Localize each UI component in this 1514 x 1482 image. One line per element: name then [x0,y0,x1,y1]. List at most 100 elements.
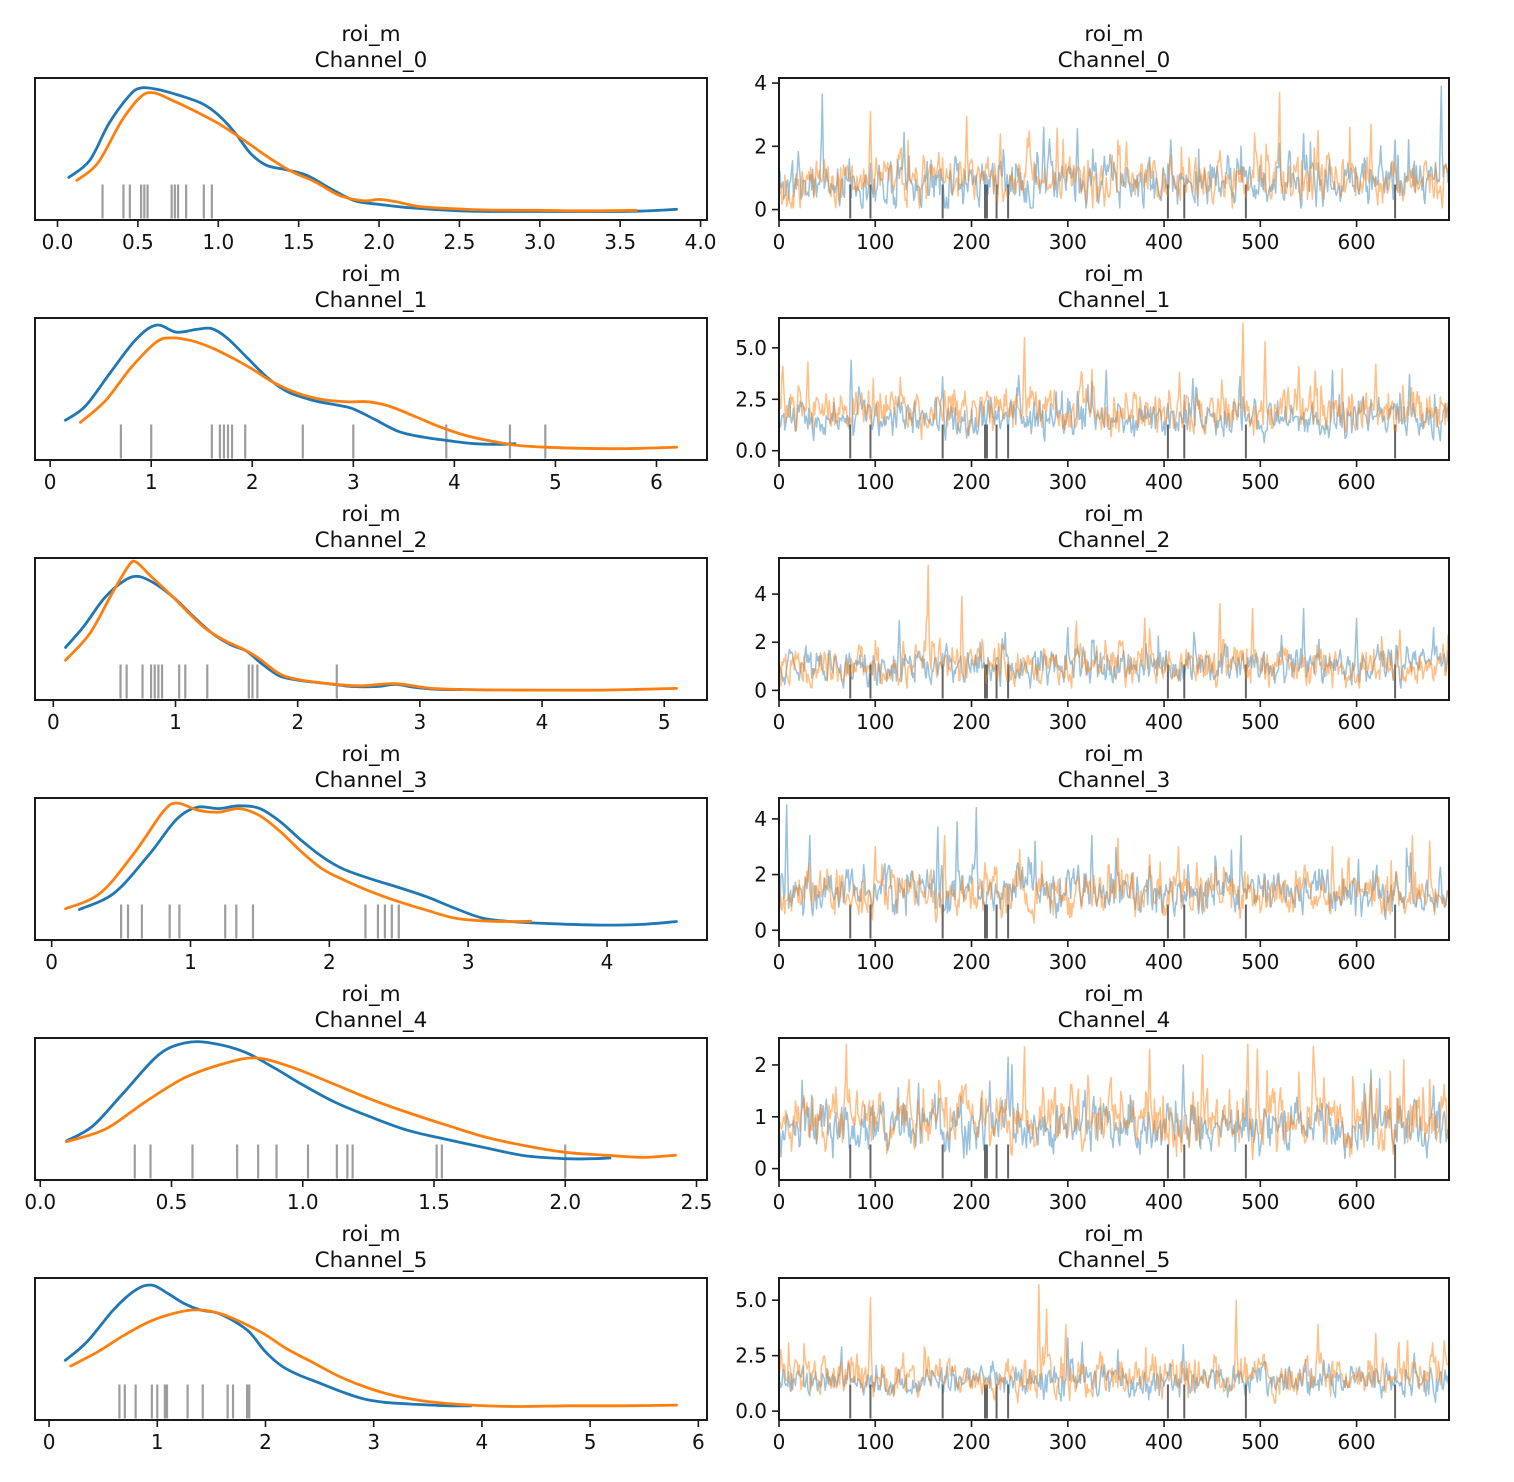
plot-title-line1: roi_m [341,502,401,527]
kde-curve-blue [65,1040,612,1161]
subplot-kde-channel_2: 0 1 2 3 4 5 [34,557,708,734]
plot-title-line2: Channel_2 [1057,528,1171,553]
trace-channel-5-title: roi_m Channel_5 [954,1222,1274,1274]
plot-title-line2: Channel_2 [314,528,428,553]
x-tick-label: 1.5 [418,1190,450,1214]
axes-box [778,1037,1450,1181]
y-tick-label: 2 [754,863,767,887]
x-tick-label: 500 [1241,1190,1279,1214]
x-tick-label: 4 [448,470,461,494]
y-tick-label: 2 [754,134,767,158]
plot-title-line1: roi_m [1084,262,1144,287]
x-tick-label: 500 [1241,470,1279,494]
x-tick-label: 2 [259,1430,272,1454]
x-tick-label: 0 [773,950,786,974]
subplot-trace-channel_2: 0 100 200 300 400 500 600 0 2 4 [754,557,1450,734]
subplot-kde-channel_0: 0.0 0.5 1.0 1.5 2.0 2.5 3.0 3.5 4.0 [34,77,716,254]
plot-title-line2: Channel_4 [314,1008,428,1033]
plot-title-line2: Channel_0 [314,48,428,73]
x-tick-label: 300 [1049,1430,1087,1454]
trace-orange [778,564,1449,689]
y-tick-label: 0 [754,1157,767,1181]
x-tick-label: 300 [1049,710,1087,734]
plot-title-line2: Channel_0 [1057,48,1171,73]
x-tick-label: 4 [536,710,549,734]
subplot-trace-channel_0: 0 100 200 300 400 500 600 0 2 4 [754,71,1450,254]
x-tick-label: 200 [952,710,990,734]
x-tick-label: 2 [323,950,336,974]
x-tick-label: 3 [367,1430,380,1454]
x-tick-label: 2.0 [363,230,395,254]
y-tick-label: 2 [754,630,767,654]
x-tick-label: 100 [856,950,894,974]
y-tick-label: 4 [754,582,767,606]
y-tick-label: 1 [754,1105,767,1129]
x-tick-label: 0 [773,470,786,494]
plot-title-line1: roi_m [1084,502,1144,527]
x-tick-label: 300 [1049,950,1087,974]
x-tick-label: 300 [1049,230,1087,254]
y-tick-label: 5.0 [735,336,767,360]
kde-curve-blue [63,323,517,446]
y-tick-label: 2.5 [735,387,767,411]
plot-title-line1: roi_m [1084,1222,1144,1247]
x-tick-label: 5 [658,710,671,734]
x-tick-label: 2.5 [681,1190,713,1214]
subplot-kde-channel_4: 0.0 0.5 1.0 1.5 2.0 2.5 [24,1037,713,1214]
x-tick-label: 4 [601,950,614,974]
trace-orange [778,91,1449,209]
x-tick-label: 3.5 [604,230,636,254]
x-tick-label: 0 [773,230,786,254]
axes-box [778,77,1450,221]
x-tick-label: 0.0 [42,230,74,254]
y-tick-label: 2.5 [735,1344,767,1368]
plot-title-line1: roi_m [341,22,401,47]
x-tick-label: 0 [45,950,58,974]
kde-channel-5-title: roi_m Channel_5 [211,1222,531,1274]
plot-title-line1: roi_m [341,742,401,767]
x-tick-label: 500 [1241,950,1279,974]
x-tick-label: 200 [952,230,990,254]
x-tick-label: 300 [1049,470,1087,494]
axes-box [34,317,708,461]
x-tick-label: 200 [952,950,990,974]
x-tick-label: 1 [184,950,197,974]
kde-curve-blue [67,86,678,213]
x-tick-label: 5 [549,470,562,494]
y-tick-label: 0.0 [735,1399,767,1423]
trace-blue [778,607,1449,689]
subplot-kde-channel_5: 0 1 2 3 4 5 6 [34,1277,708,1454]
axes-box [778,557,1450,701]
kde-channel-1-title: roi_m Channel_1 [211,262,531,314]
x-tick-label: 2 [246,470,259,494]
kde-curve-orange [75,91,638,213]
x-tick-label: 1 [145,470,158,494]
plot-title-line1: roi_m [341,262,401,287]
plot-title-line2: Channel_3 [1057,768,1171,793]
y-tick-label: 2 [754,1053,767,1077]
x-tick-label: 2.0 [549,1190,581,1214]
x-tick-label: 3 [462,950,475,974]
y-tick-label: 5.0 [735,1288,767,1312]
kde-curve-orange [64,801,533,923]
y-tick-label: 0 [754,198,767,222]
x-tick-label: 1 [169,710,182,734]
x-tick-label: 0.0 [24,1190,56,1214]
subplot-trace-channel_4: 0 100 200 300 400 500 600 0 1 2 [754,1037,1450,1214]
axes-box [778,797,1450,941]
plot-title-line1: roi_m [1084,982,1144,1007]
x-tick-label: 500 [1241,230,1279,254]
x-tick-label: 300 [1049,1190,1087,1214]
trace-orange [778,322,1449,441]
axes-box [34,557,708,701]
axes-box [34,77,708,221]
x-tick-label: 400 [1145,950,1183,974]
x-tick-label: 0 [47,710,60,734]
trace-channel-0-title: roi_m Channel_0 [954,22,1274,74]
plot-title-line2: Channel_5 [314,1248,428,1273]
x-tick-label: 500 [1241,710,1279,734]
kde-curve-orange [79,336,679,451]
x-tick-label: 6 [650,470,663,494]
